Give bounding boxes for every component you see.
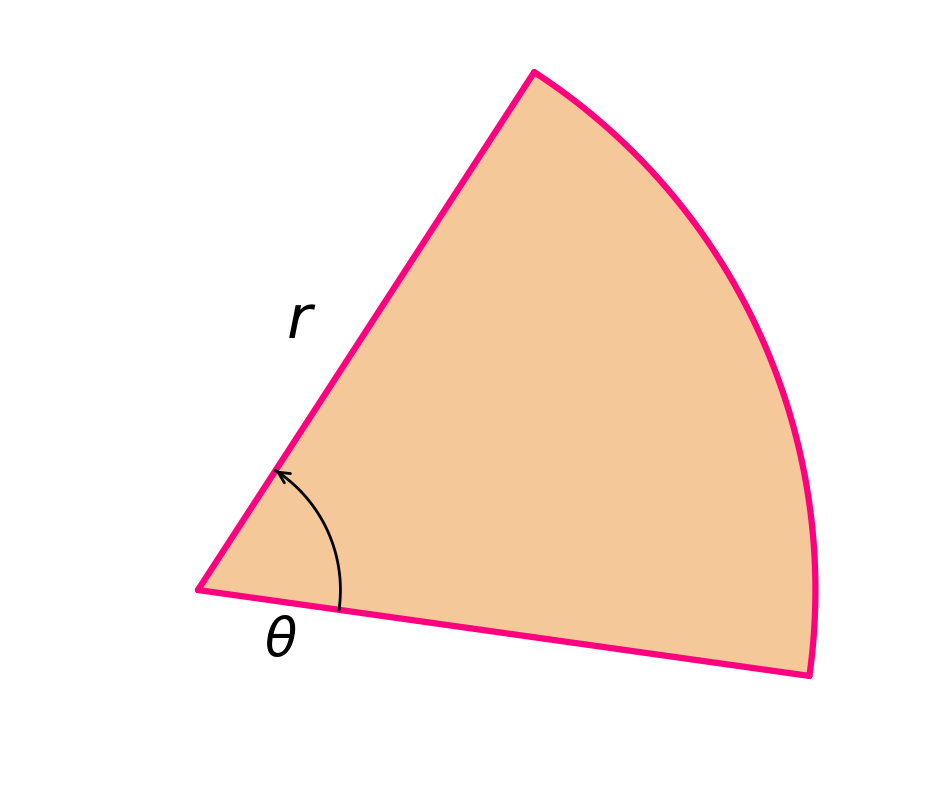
Text: $\theta$: $\theta$ <box>264 616 297 667</box>
Text: $r$: $r$ <box>286 291 316 351</box>
Polygon shape <box>198 72 815 676</box>
